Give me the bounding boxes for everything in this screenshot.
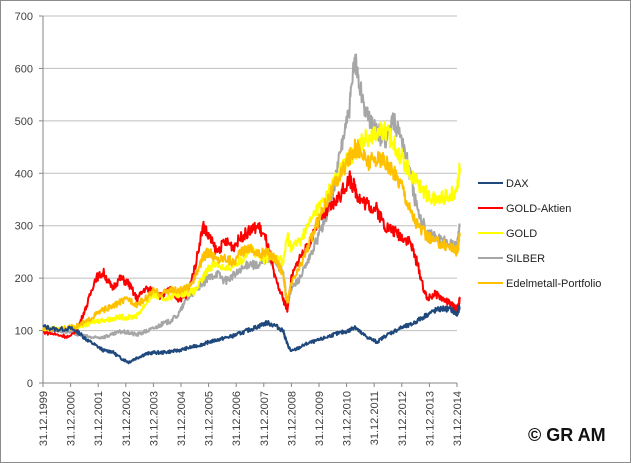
series-line-edelmetall-portfolio (42, 138, 461, 332)
series-lines (42, 53, 461, 365)
x-tick-label: 31.12.2006 (231, 391, 243, 446)
x-tick-label: 31.12.2003 (148, 391, 160, 446)
legend-label: GOLD (506, 228, 537, 240)
y-tick-label: 200 (15, 273, 33, 285)
x-tick-label: 31.12.2009 (314, 391, 326, 446)
x-tick-label: 31.12.2011 (369, 391, 381, 445)
y-tick-label: 600 (15, 63, 33, 75)
x-tick-label: 31.12.2012 (397, 391, 409, 446)
legend: DAX GOLD-Aktien GOLD SILBER Edelmetall-Portf… (478, 178, 601, 290)
x-tick-label: 31.12.2014 (452, 391, 464, 446)
copyright-text: © GR AM (528, 425, 606, 445)
x-axis-ticks: 31.12.1999 31.12.2000 31.12.2001 31.12.2002… (38, 383, 464, 446)
y-tick-label: 700 (15, 11, 33, 23)
x-tick-label: 31.12.2013 (424, 391, 436, 446)
series-line-gold (42, 121, 461, 332)
legend-label: SILBER (506, 253, 545, 265)
x-tick-label: 31.12.2001 (93, 391, 105, 446)
x-tick-label: 31.12.2000 (66, 391, 78, 446)
legend-label: GOLD-Aktien (506, 203, 571, 215)
y-tick-label: 100 (15, 326, 33, 338)
x-tick-label: 31.12.2007 (259, 391, 271, 446)
y-tick-label: 400 (15, 168, 33, 180)
y-axis-ticks: 0 100 200 300 400 500 600 700 (15, 11, 43, 390)
x-tick-label: 31.12.2005 (204, 391, 216, 446)
x-tick-label: 31.12.2004 (176, 391, 188, 446)
series-line-gold-aktien (43, 170, 461, 339)
legend-label: Edelmetall-Portfolio (506, 278, 601, 290)
x-tick-label: 31.12.2008 (286, 391, 298, 446)
y-tick-label: 500 (15, 116, 33, 128)
x-tick-label: 31.12.2010 (342, 391, 354, 446)
gridlines (42, 15, 457, 384)
y-tick-label: 0 (27, 378, 33, 390)
legend-label: DAX (506, 178, 529, 190)
series-line-dax (42, 304, 461, 365)
series-line-silber (42, 53, 461, 340)
x-tick-label: 31.12.1999 (38, 391, 50, 446)
y-tick-label: 300 (15, 221, 33, 233)
x-tick-label: 31.12.2002 (121, 391, 133, 446)
